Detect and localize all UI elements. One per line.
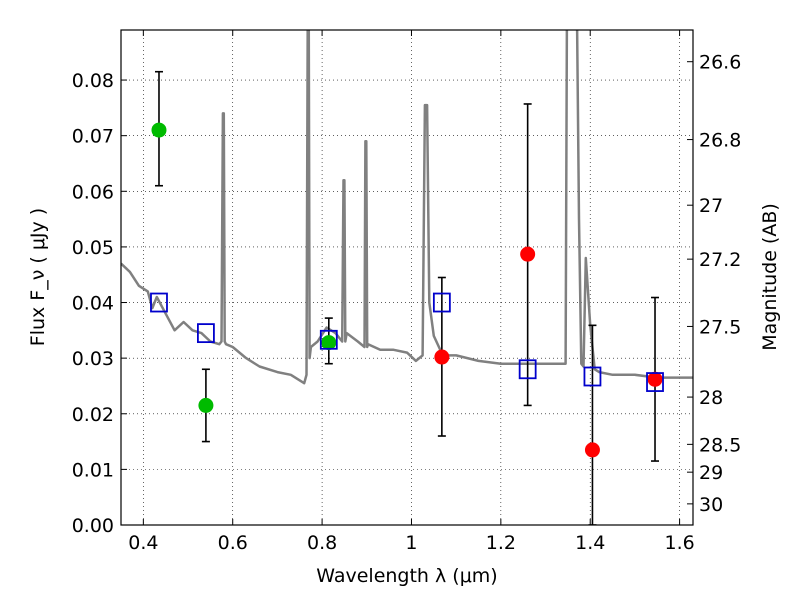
data-point [151, 122, 167, 138]
y-tick-label: 0.03 [72, 348, 114, 370]
y-right-tick-label: 27.5 [699, 316, 741, 338]
y-right-tick-label: 27.2 [699, 249, 741, 271]
y-tick-label: 0.08 [72, 70, 114, 92]
y-right-tick-label: 27 [699, 195, 723, 217]
y-right-tick-label: 26.6 [699, 52, 741, 74]
x-tick-label: 0.6 [218, 532, 248, 554]
model-point [197, 323, 215, 344]
x-tick-label: 1.2 [486, 532, 516, 554]
model-point [646, 372, 664, 392]
model-point [432, 292, 451, 313]
y-tick-label: 0.07 [72, 126, 114, 148]
model-point [518, 359, 537, 380]
x-axis: 0.4 0.6 0.8 1 1.2 1.4 1.6 [128, 30, 695, 554]
x-tick-label: 1 [405, 532, 417, 554]
errorbar-layer [154, 70, 660, 525]
y-axis-left: 0.00 0.01 0.02 0.03 0.04 0.05 0.06 0.07 0.08 [72, 70, 127, 537]
data-point [520, 246, 536, 262]
x-tick-label: 0.4 [128, 532, 158, 554]
data-point [321, 335, 337, 351]
grid-lines [121, 30, 693, 526]
y-tick-label: 0.00 [72, 515, 114, 537]
y-right-tick-label: 29 [699, 462, 723, 484]
plot-frame [120, 29, 694, 526]
spectrum-line [121, 30, 693, 385]
data-point [647, 371, 663, 387]
x-tick-label: 1.6 [664, 532, 694, 554]
y-right-tick-label: 30 [699, 494, 723, 516]
y-tick-label: 0.04 [72, 293, 114, 315]
y-tick-label: 0.06 [72, 181, 114, 203]
data-point [584, 442, 600, 458]
x-tick-label: 1.4 [575, 532, 605, 554]
y-tick-label: 0.02 [72, 404, 114, 426]
y-axis-right: 26.6 26.8 27 27.2 27.5 28 28.5 29 30 [687, 52, 741, 516]
y-right-tick-label: 26.8 [699, 130, 741, 152]
y-tick-label: 0.05 [72, 237, 114, 259]
y-right-tick-label: 28 [699, 387, 723, 409]
model-point [583, 366, 602, 387]
y-right-tick-label: 28.5 [699, 434, 741, 456]
data-point [434, 349, 450, 365]
x-axis-label: Wavelength λ (μm) [316, 565, 497, 587]
marker-layer [150, 122, 664, 458]
y-tick-label: 0.01 [72, 459, 114, 481]
y-axis-label: Flux F_ν ( μJy ) [27, 208, 49, 346]
spectrum-layer [121, 30, 693, 385]
model-point [319, 329, 338, 350]
data-point [198, 397, 214, 413]
x-tick-label: 0.8 [307, 532, 337, 554]
model-point [150, 292, 168, 313]
y-axis-right-label: Magnitude (AB) [759, 203, 781, 351]
